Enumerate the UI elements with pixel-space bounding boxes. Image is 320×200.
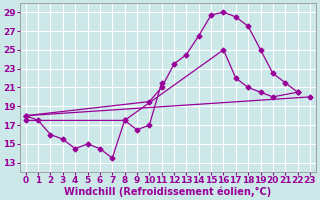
X-axis label: Windchill (Refroidissement éolien,°C): Windchill (Refroidissement éolien,°C) (64, 187, 271, 197)
